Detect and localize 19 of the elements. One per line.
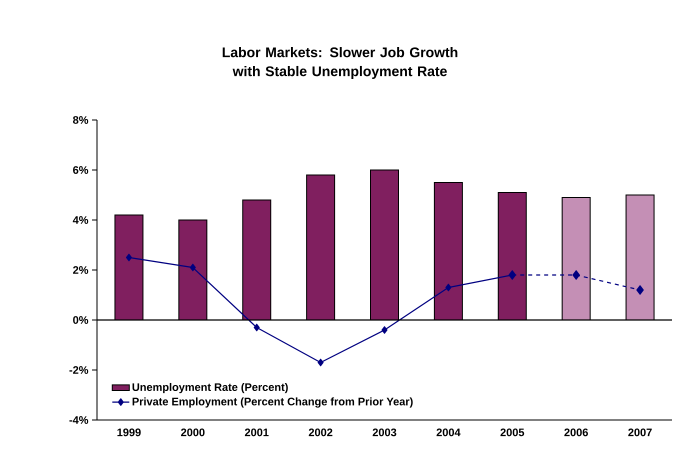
x-tick-label: 1999 [117, 428, 141, 436]
y-tick-label: 0% [73, 316, 88, 324]
y-tick-label: 6% [73, 166, 88, 174]
y-tick-label: 4% [72, 216, 88, 224]
y-tick-label: 8% [73, 116, 88, 124]
x-tick-label: 2007 [628, 428, 652, 436]
chart-title: Labor Markets: Slower Job Growth with Stable Unemployment Rate [222, 47, 458, 79]
x-tick-label: 2006 [564, 428, 588, 436]
x-tick-label: 2003 [372, 428, 396, 436]
y-tick-label: -4% [69, 416, 88, 424]
x-tick-label: 2000 [181, 428, 205, 436]
x-tick-label: 2002 [308, 428, 332, 436]
legend-label: Private Employment (Percent Change from Prior Year) [132, 397, 413, 408]
y-tick-label: 2% [73, 266, 88, 274]
x-tick-label: 2001 [244, 428, 269, 436]
y-tick-label: -2% [69, 366, 88, 374]
x-tick-label: 2005 [500, 428, 524, 436]
legend-label: Unemployment Rate (Percent) [132, 382, 288, 394]
x-tick-label: 2004 [436, 428, 461, 436]
